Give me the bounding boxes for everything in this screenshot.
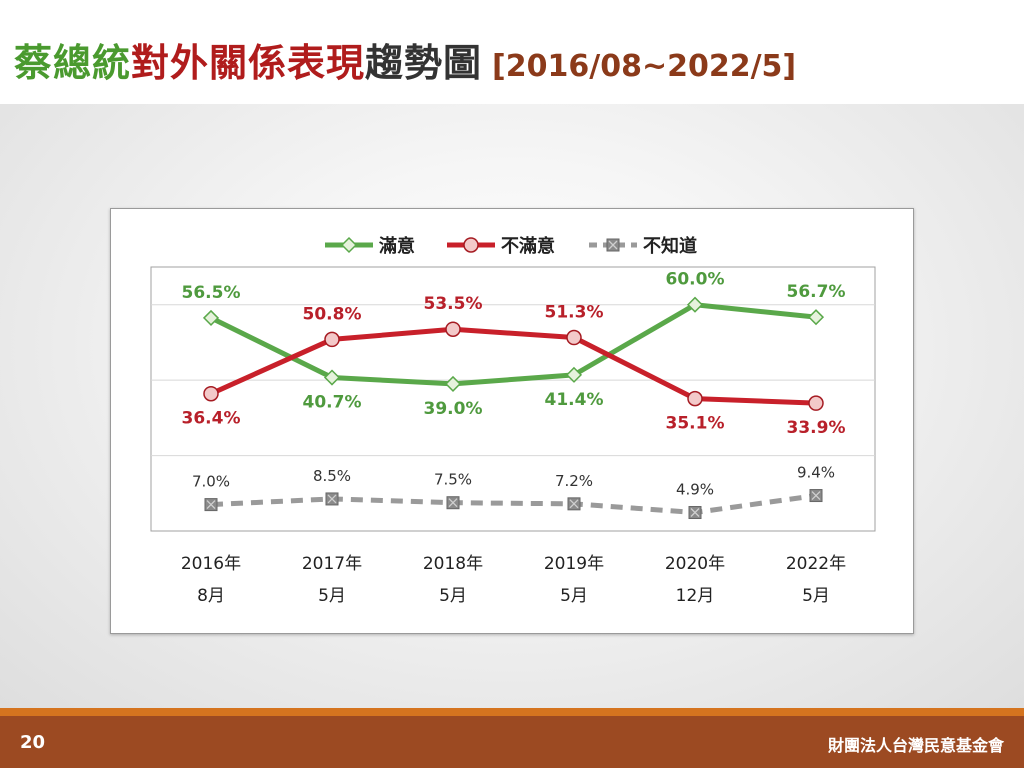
data-label-1-5: 33.9% [787, 418, 846, 438]
data-point-1-2 [445, 321, 461, 337]
series-line-1 [209, 326, 817, 406]
data-point-1-5 [808, 395, 824, 411]
data-point-1-3 [566, 329, 582, 346]
slide-footer: 20 財團法人台灣民意基金會 [0, 716, 1024, 768]
data-point-1-1 [324, 331, 340, 348]
chart-card: 滿意 不滿意 不知道 56.5% 40.7% 39.0% 41.4% 60.0% 56.7% 36… [110, 208, 914, 634]
data-label-0-4: 60.0% [666, 270, 725, 290]
legend-label-2: 不知道 [643, 235, 697, 257]
legend-marker-1 [463, 237, 479, 253]
title-date-range: [2016/08~2022/5] [492, 49, 797, 84]
data-label-0-2: 39.0% [424, 399, 483, 419]
data-point-0-1 [323, 369, 341, 386]
x-tick-label-0-1: 8月 [197, 586, 225, 606]
data-point-2-2-cross [448, 498, 458, 508]
data-point-2-4-cross [690, 508, 700, 517]
x-tick-label-2-0: 2018年 [423, 554, 483, 574]
x-tick-label-0-0: 2016年 [181, 554, 241, 574]
data-label-2-1: 8.5% [313, 467, 351, 485]
x-tick-label-3-0: 2019年 [544, 554, 604, 574]
legend-label-1: 不滿意 [501, 235, 555, 257]
data-label-1-1: 50.8% [303, 304, 362, 324]
data-label-1-2: 53.5% [424, 294, 483, 314]
data-label-2-3: 7.2% [555, 472, 593, 490]
line-chart: 滿意 不滿意 不知道 56.5% 40.7% 39.0% 41.4% 60.0% 56.7% 36… [150, 235, 876, 606]
x-tick-label-5-0: 2022年 [786, 554, 846, 574]
data-point-0-5 [807, 309, 825, 326]
data-label-2-2: 7.5% [434, 471, 472, 489]
title-part-3: 趨勢圖 [365, 41, 483, 85]
data-label-1-4: 35.1% [666, 414, 725, 434]
legend-marker-0 [340, 236, 358, 254]
data-point-2-0-cross [206, 500, 216, 510]
series-line-2 [210, 493, 817, 516]
data-point-2-3-cross [569, 499, 579, 509]
data-label-2-4: 4.9% [676, 481, 714, 499]
data-point-0-0 [202, 309, 220, 326]
x-tick-label-1-0: 2017年 [302, 554, 362, 574]
slide-title: 蔡總統對外關係表現趨勢圖 [2016/08~2022/5] [14, 32, 796, 87]
data-point-2-5-cross [811, 491, 821, 501]
data-point-0-2 [444, 375, 462, 392]
data-label-2-5: 9.4% [797, 464, 835, 482]
data-point-2-1-cross [327, 494, 337, 504]
legend-label-0: 滿意 [379, 235, 415, 257]
data-point-1-4 [687, 390, 703, 407]
legend-marker-2-cross [608, 240, 618, 250]
data-label-0-0: 56.5% [182, 283, 241, 303]
series-line-0 [209, 302, 817, 387]
title-part-1: 蔡總統 [14, 41, 132, 85]
title-part-2: 對外關係表現 [131, 41, 366, 85]
plot-area [150, 266, 876, 532]
x-tick-label-3-1: 5月 [560, 586, 588, 606]
data-point-1-0 [203, 385, 219, 402]
title-bar: 蔡總統對外關係表現趨勢圖 [2016/08~2022/5] [0, 0, 1024, 104]
data-label-1-0: 36.4% [182, 409, 241, 429]
data-label-1-3: 51.3% [545, 303, 604, 323]
organization-name: 財團法人台灣民意基金會 [827, 736, 1004, 755]
data-point-0-3 [565, 366, 583, 383]
data-label-0-1: 40.7% [303, 393, 362, 413]
x-tick-label-2-1: 5月 [439, 586, 467, 606]
x-tick-label-4-0: 2020年 [665, 554, 725, 574]
data-label-2-0: 7.0% [192, 473, 230, 491]
x-tick-label-1-1: 5月 [318, 586, 346, 606]
data-point-0-4 [686, 296, 704, 313]
x-tick-label-4-1: 12月 [676, 586, 715, 606]
x-tick-label-5-1: 5月 [802, 586, 830, 606]
footer-accent-strip [0, 708, 1024, 716]
page-number: 20 [20, 732, 46, 753]
data-label-0-5: 56.7% [787, 282, 846, 302]
data-label-0-3: 41.4% [545, 390, 604, 410]
